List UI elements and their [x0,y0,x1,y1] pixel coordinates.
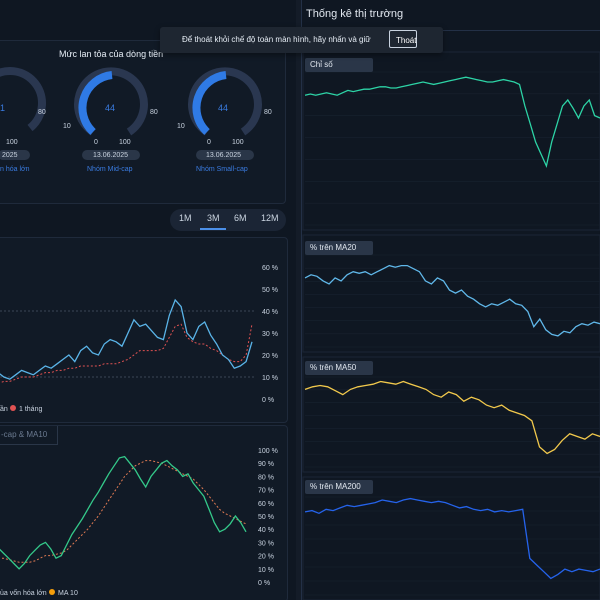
chart2-ytick: 50 % [258,514,274,521]
gauge-3-value: 44 [218,103,228,113]
market-panel-0 [302,51,600,231]
chart1-ytick: 30 % [262,331,278,338]
chart1-primary-line [0,298,253,380]
market-series-1 [304,264,600,337]
flow-title: Mức lan tỏa của dòng tiền [59,49,164,59]
gauge-2-min: 0 [94,139,98,146]
right-divider [301,30,600,31]
chip-ma200: % trên MA200 [305,480,373,494]
gauge-2-max: 100 [119,139,131,146]
chart2-tab[interactable]: -cap & MA10 [0,426,58,445]
gauge-3-max: 100 [232,139,244,146]
exit-fullscreen-button[interactable]: Thoát [389,30,417,48]
gauge-1-name: n hóa lớn [0,166,30,173]
chip-index: Chỉ số [305,58,373,72]
chart2-ytick: 80 % [258,474,274,481]
period-selector: 1M 3M 6M 12M [170,209,286,231]
chart2-ytick: 90 % [258,461,274,468]
period-1m[interactable]: 1M [179,213,192,223]
fullscreen-toast: Để thoát khỏi chế độ toàn màn hình, hãy … [160,27,443,53]
chart1-ma-line [0,323,253,384]
chart2-legend-2: MA 10 [58,590,78,597]
chart1-card [0,237,288,423]
chart1-ytick: 40 % [262,309,278,316]
gauge-3-left: 10 [177,123,185,130]
gauge-smallcap: 44 10 80 0 100 13.06.2025 Nhóm Small-cap [177,67,272,173]
left-panel: Mức lan tỏa của dòng tiền 1 80 100 2025 … [0,0,296,600]
chart2-ytick: 10 % [258,567,274,574]
market-stats-title: Thống kê thị trường [306,8,404,20]
period-3m[interactable]: 3M [207,213,220,223]
gauge-2-value: 44 [105,103,115,113]
period-active-indicator [200,228,226,230]
gauge-3-min: 0 [207,139,211,146]
gauge-largecap: 1 80 100 2025 n hóa lớn [0,67,46,173]
chart1-legend: ần 1 tháng [0,404,42,413]
gauge-3-mid: 80 [264,109,272,116]
gauge-1-value: 1 [0,103,5,113]
chart2-ytick: 100 % [258,448,278,455]
chart1-legend-dot [10,405,16,411]
chart2-ytick: 20 % [258,554,274,561]
market-stats-charts [302,51,600,600]
chart1-svg: 60 % 50 % 40 % 30 % 20 % 10 % 0 % ần 1 tháng [0,265,278,413]
gauge-2-date-pill [82,150,140,160]
chip-ma20: % trên MA20 [305,241,373,255]
gauge-midcap: 44 10 80 0 100 13.06.2025 Nhóm Mid-cap [63,67,158,173]
gauge-3-date: 13.06.2025 [206,152,241,159]
market-series-0 [304,76,600,169]
gauge-1-max: 100 [6,139,18,146]
chart1-ytick: 10 % [262,375,278,382]
chart2-ytick: 0 % [258,580,270,587]
market-series-2 [304,380,600,455]
chart2-ytick: 70 % [258,488,274,495]
chart2-legend-dot [49,589,55,595]
market-panel-3 [302,476,600,600]
chart2-legend-1: ủa vốn hóa lớn [0,588,47,597]
chart1-ytick: 60 % [262,265,278,272]
market-panel-2 [302,356,600,473]
chart2-svg: 100 % 90 % 80 % 70 % 60 % 50 % 40 % 30 % 20 % 10 … [0,448,278,597]
gauge-3-date-pill [196,150,254,160]
chart1-ytick: 20 % [262,353,278,360]
gauge-1-date-pill [0,150,30,160]
chart2-ytick: 30 % [258,540,274,547]
gauge-2-date: 13.06.2025 [93,152,128,159]
chart1-legend-2: 1 tháng [19,406,42,413]
gauge-2-name: Nhóm Mid-cap [87,166,133,173]
gauge-1-date: 2025 [2,152,18,159]
chip-ma50: % trên MA50 [305,361,373,375]
gauge-2-mid: 80 [150,109,158,116]
toast-message: Để thoát khỏi chế độ toàn màn hình, hãy … [182,35,371,44]
chart2-legend: ủa vốn hóa lớn MA 10 [0,588,78,597]
period-6m[interactable]: 6M [234,213,247,223]
chart2-primary-line [0,455,247,570]
chart2-ytick: 60 % [258,501,274,508]
gauge-3-name: Nhóm Small-cap [196,166,248,173]
chart2-ma-line [0,460,247,563]
market-series-3 [304,497,600,580]
gauge-2-left: 10 [63,123,71,130]
chart1-legend-1: ần [0,404,8,413]
chart2-card: -cap & MA10 [0,425,288,600]
chart1-ytick: 0 % [262,397,274,404]
gauge-1-mid: 80 [38,109,46,116]
period-12m[interactable]: 12M [261,213,279,223]
chart1-ytick: 50 % [262,287,278,294]
gauges: 1 80 100 2025 n hóa lớn 44 10 80 0 100 1… [0,67,272,173]
chart2-ytick: 40 % [258,527,274,534]
